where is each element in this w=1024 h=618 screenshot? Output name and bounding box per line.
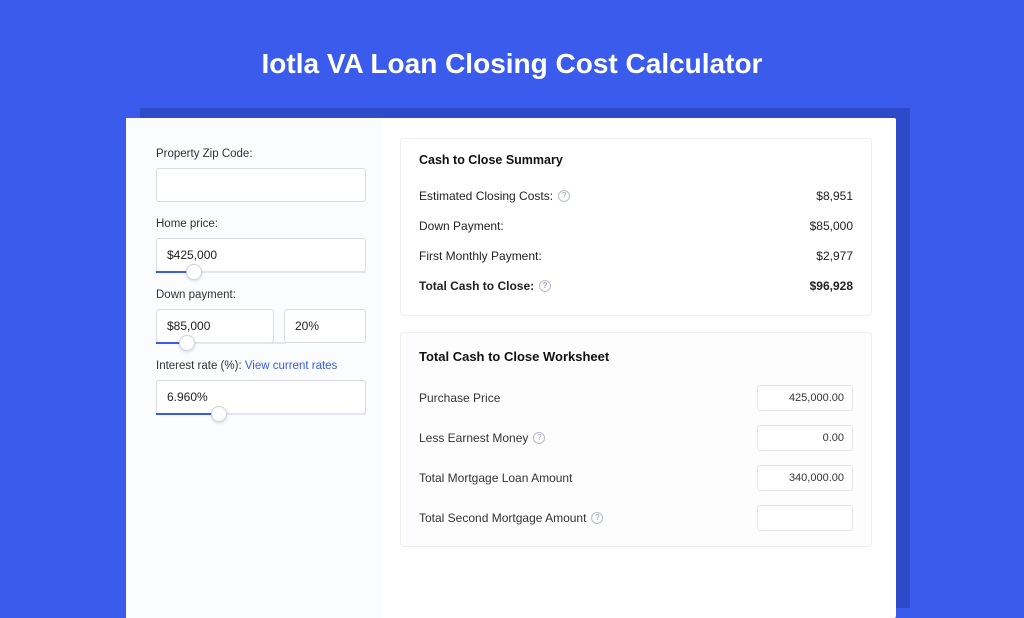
worksheet-label-mortgage-amount: Total Mortgage Loan Amount bbox=[419, 471, 572, 485]
worksheet-label-second-mortgage: Total Second Mortgage Amount bbox=[419, 511, 586, 525]
help-icon[interactable]: ? bbox=[539, 280, 551, 292]
home-price-field-group: Home price: bbox=[156, 218, 366, 273]
summary-value-closing-costs: $8,951 bbox=[816, 189, 853, 203]
worksheet-input-second-mortgage[interactable] bbox=[757, 505, 853, 531]
summary-label-first-payment: First Monthly Payment: bbox=[419, 249, 542, 263]
down-payment-slider-thumb[interactable] bbox=[179, 335, 195, 351]
worksheet-row-purchase-price: Purchase Price bbox=[419, 378, 853, 418]
view-rates-link[interactable]: View current rates bbox=[245, 360, 337, 372]
summary-box: Cash to Close Summary Estimated Closing … bbox=[400, 138, 872, 316]
summary-label-down-payment: Down Payment: bbox=[419, 219, 504, 233]
interest-slider-thumb[interactable] bbox=[211, 406, 227, 422]
worksheet-row-earnest-money: Less Earnest Money ? bbox=[419, 418, 853, 458]
interest-input[interactable] bbox=[156, 380, 366, 414]
worksheet-row-mortgage-amount: Total Mortgage Loan Amount bbox=[419, 458, 853, 498]
help-icon[interactable]: ? bbox=[558, 190, 570, 202]
down-payment-label: Down payment: bbox=[156, 289, 366, 301]
zip-field-group: Property Zip Code: bbox=[156, 148, 366, 202]
down-payment-slider[interactable] bbox=[156, 342, 286, 344]
zip-input[interactable] bbox=[156, 168, 366, 202]
summary-row-closing-costs: Estimated Closing Costs: ? $8,951 bbox=[419, 181, 853, 211]
interest-slider-fill bbox=[156, 413, 219, 415]
help-icon[interactable]: ? bbox=[533, 432, 545, 444]
home-price-slider-thumb[interactable] bbox=[186, 264, 202, 280]
summary-title: Cash to Close Summary bbox=[419, 153, 853, 167]
results-panel: Cash to Close Summary Estimated Closing … bbox=[382, 118, 896, 618]
down-payment-input[interactable] bbox=[156, 309, 274, 343]
home-price-label: Home price: bbox=[156, 218, 366, 230]
worksheet-title: Total Cash to Close Worksheet bbox=[419, 349, 853, 364]
worksheet-row-second-mortgage: Total Second Mortgage Amount ? bbox=[419, 498, 853, 538]
interest-slider[interactable] bbox=[156, 413, 366, 415]
worksheet-label-purchase-price: Purchase Price bbox=[419, 391, 500, 405]
summary-value-first-payment: $2,977 bbox=[816, 249, 853, 263]
inputs-panel: Property Zip Code: Home price: Down paym… bbox=[126, 118, 382, 618]
worksheet-input-mortgage-amount[interactable] bbox=[757, 465, 853, 491]
summary-row-first-payment: First Monthly Payment: $2,977 bbox=[419, 241, 853, 271]
down-payment-field-group: Down payment: bbox=[156, 289, 366, 344]
worksheet-input-earnest-money[interactable] bbox=[757, 425, 853, 451]
summary-value-down-payment: $85,000 bbox=[810, 219, 853, 233]
zip-label: Property Zip Code: bbox=[156, 148, 366, 160]
summary-label-closing-costs: Estimated Closing Costs: bbox=[419, 189, 553, 203]
worksheet-input-purchase-price[interactable] bbox=[757, 385, 853, 411]
calculator-card: Property Zip Code: Home price: Down paym… bbox=[126, 118, 896, 618]
worksheet-box: Total Cash to Close Worksheet Purchase P… bbox=[400, 332, 872, 547]
page-title: Iotla VA Loan Closing Cost Calculator bbox=[0, 0, 1024, 102]
interest-label-row: Interest rate (%): View current rates bbox=[156, 360, 366, 372]
interest-field-group: Interest rate (%): View current rates bbox=[156, 360, 366, 415]
home-price-slider[interactable] bbox=[156, 271, 366, 273]
down-payment-pct-input[interactable] bbox=[284, 309, 366, 343]
summary-value-total: $96,928 bbox=[810, 279, 853, 293]
help-icon[interactable]: ? bbox=[591, 512, 603, 524]
summary-row-total: Total Cash to Close: ? $96,928 bbox=[419, 271, 853, 301]
summary-label-total: Total Cash to Close: bbox=[419, 279, 534, 293]
interest-label: Interest rate (%): bbox=[156, 360, 242, 372]
worksheet-label-earnest-money: Less Earnest Money bbox=[419, 431, 528, 445]
summary-row-down-payment: Down Payment: $85,000 bbox=[419, 211, 853, 241]
